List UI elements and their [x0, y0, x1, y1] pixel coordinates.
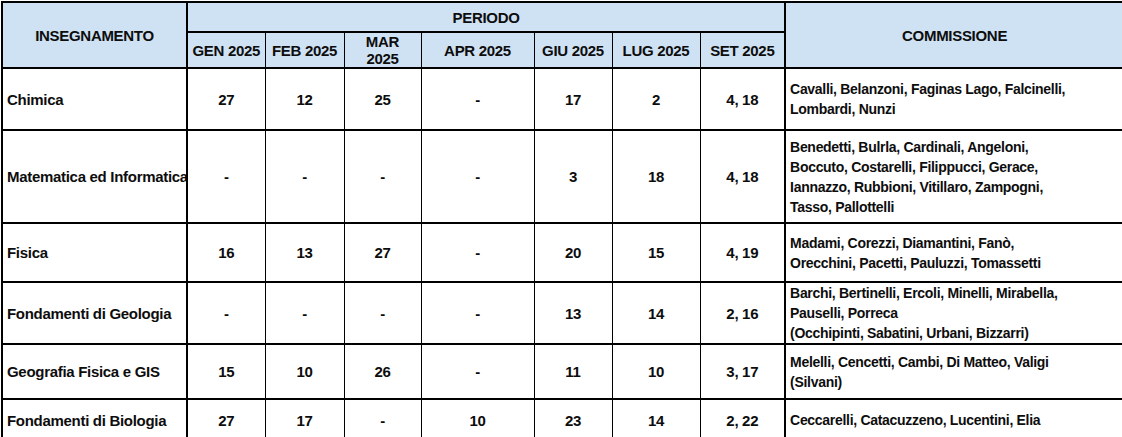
exam-date: 2: [612, 68, 700, 130]
header-month-apr: APR 2025: [421, 32, 534, 68]
exam-date: 10: [612, 344, 700, 399]
exam-date: 27: [187, 399, 265, 437]
header-month-gen: GEN 2025: [187, 32, 265, 68]
exam-date: 2, 16: [700, 282, 785, 344]
exam-date: -: [421, 344, 534, 399]
header-insegnamento: INSEGNAMENTO: [2, 2, 187, 68]
exam-date: -: [187, 282, 265, 344]
course-name: Matematica ed Informatica: [2, 130, 187, 223]
header-month-giu: GIU 2025: [534, 32, 612, 68]
exam-date: 4, 18: [700, 68, 785, 130]
course-name: Fisica: [2, 223, 187, 282]
exam-date: 14: [612, 399, 700, 437]
commission-members: Madami, Corezzi, Diamantini, Fanò, Orecc…: [785, 223, 1122, 282]
exam-date: -: [187, 130, 265, 223]
exam-date: 10: [265, 344, 344, 399]
exam-date: -: [344, 282, 421, 344]
exam-date: 15: [187, 344, 265, 399]
header-month-feb: FEB 2025: [265, 32, 344, 68]
course-name: Fondamenti di Biologia: [2, 399, 187, 437]
exam-schedule-table: INSEGNAMENTO PERIODO COMMISSIONE GEN 202…: [1, 1, 1122, 437]
exam-date: 2, 22: [700, 399, 785, 437]
exam-schedule-page: INSEGNAMENTO PERIODO COMMISSIONE GEN 202…: [0, 0, 1122, 437]
course-name: Geografia Fisica e GIS: [2, 344, 187, 399]
header-periodo: PERIODO: [187, 2, 785, 32]
exam-date: 11: [534, 344, 612, 399]
table-row: Matematica ed Informatica - - - - 3 18 4…: [2, 130, 1122, 223]
course-name: Chimica: [2, 68, 187, 130]
header-month-lug: LUG 2025: [612, 32, 700, 68]
exam-date: 3: [534, 130, 612, 223]
exam-date: -: [344, 399, 421, 437]
commission-members: Benedetti, Bulrla, Cardinali, Angeloni, …: [785, 130, 1122, 223]
commission-members: Barchi, Bertinelli, Ercoli, Minelli, Mir…: [785, 282, 1122, 344]
commission-members: Cavalli, Belanzoni, Faginas Lago, Falcin…: [785, 68, 1122, 130]
exam-date: -: [421, 68, 534, 130]
exam-date: 3, 17: [700, 344, 785, 399]
exam-date: 27: [344, 223, 421, 282]
table-row: Fondamenti di Geologia - - - - 13 14 2, …: [2, 282, 1122, 344]
exam-date: -: [421, 282, 534, 344]
exam-date: 4, 18: [700, 130, 785, 223]
commission-members: Melelli, Cencetti, Cambi, Di Matteo, Val…: [785, 344, 1122, 399]
exam-date: 16: [187, 223, 265, 282]
header-commissione: COMMISSIONE: [785, 2, 1122, 68]
table-row: Fondamenti di Biologia 27 17 - 10 23 14 …: [2, 399, 1122, 437]
exam-date: 14: [612, 282, 700, 344]
exam-date: 13: [534, 282, 612, 344]
exam-date: 26: [344, 344, 421, 399]
commission-members: Ceccarelli, Catacuzzeno, Lucentini, Elia: [785, 399, 1122, 437]
table-row: Chimica 27 12 25 - 17 2 4, 18 Cavalli, B…: [2, 68, 1122, 130]
exam-date: 23: [534, 399, 612, 437]
exam-date: 15: [612, 223, 700, 282]
exam-date: -: [421, 223, 534, 282]
exam-date: -: [344, 130, 421, 223]
exam-date: 18: [612, 130, 700, 223]
exam-date: -: [265, 282, 344, 344]
exam-date: -: [265, 130, 344, 223]
exam-date: 10: [421, 399, 534, 437]
exam-date: 12: [265, 68, 344, 130]
exam-date: 27: [187, 68, 265, 130]
exam-date: -: [421, 130, 534, 223]
table-row: Geografia Fisica e GIS 15 10 26 - 11 10 …: [2, 344, 1122, 399]
header-month-mar: MAR 2025: [344, 32, 421, 68]
exam-date: 17: [265, 399, 344, 437]
header-month-set: SET 2025: [700, 32, 785, 68]
exam-date: 4, 19: [700, 223, 785, 282]
exam-date: 17: [534, 68, 612, 130]
table-row: Fisica 16 13 27 - 20 15 4, 19 Madami, Co…: [2, 223, 1122, 282]
exam-date: 20: [534, 223, 612, 282]
course-name: Fondamenti di Geologia: [2, 282, 187, 344]
exam-date: 25: [344, 68, 421, 130]
exam-date: 13: [265, 223, 344, 282]
